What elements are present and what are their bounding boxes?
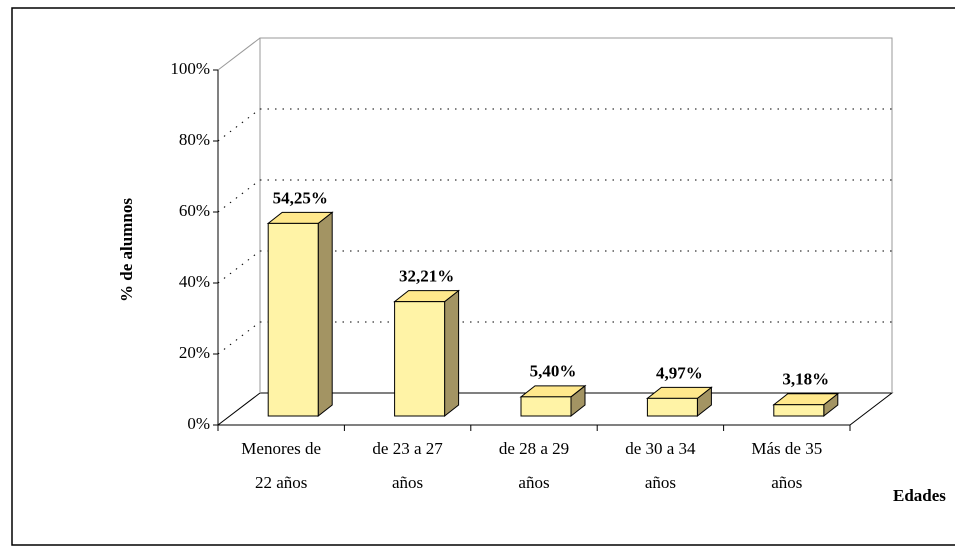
frame: [11, 7, 955, 546]
side-grid-line: [217, 321, 261, 355]
x-tick-label: años: [518, 473, 549, 492]
x-tick-label: 22 años: [255, 473, 307, 492]
bar: [520, 396, 572, 417]
x-tick-label: de 30 a 34: [625, 439, 696, 458]
back-wall: [259, 37, 893, 393]
y-tick-label: 40%: [179, 272, 210, 291]
side-wall-top: [217, 37, 261, 71]
x-tick-label: años: [392, 473, 423, 492]
bar: [773, 404, 825, 417]
y-tick-label: 20%: [179, 343, 210, 362]
x-axis-label: Edades: [893, 486, 946, 505]
x-tick-label: de 28 a 29: [499, 439, 569, 458]
data-label: 54,25%: [273, 188, 328, 207]
x-tick-label: años: [771, 473, 802, 492]
side-grid-line: [217, 108, 261, 142]
side-grid-line: [217, 179, 261, 213]
x-tick-label: de 23 a 27: [372, 439, 443, 458]
side-grid-line: [217, 250, 261, 284]
x-tick-label: Menores de: [241, 439, 321, 458]
data-label: 5,40%: [530, 362, 577, 381]
data-label: 32,21%: [399, 267, 454, 286]
bar-side: [317, 211, 333, 418]
y-tick-label: 80%: [179, 130, 210, 149]
data-label: 3,18%: [782, 370, 829, 389]
bar: [646, 397, 698, 417]
bar-side: [444, 289, 460, 418]
y-tick-label: 100%: [170, 59, 210, 78]
y-axis-label: % de alumnos: [117, 198, 136, 302]
bar: [267, 222, 319, 417]
bar: [394, 301, 446, 417]
y-tick-label: 60%: [179, 201, 210, 220]
x-tick-label: años: [645, 473, 676, 492]
x-tick-label: Más de 35: [751, 439, 822, 458]
data-label: 4,97%: [656, 363, 703, 382]
y-tick-label: 0%: [187, 414, 210, 433]
